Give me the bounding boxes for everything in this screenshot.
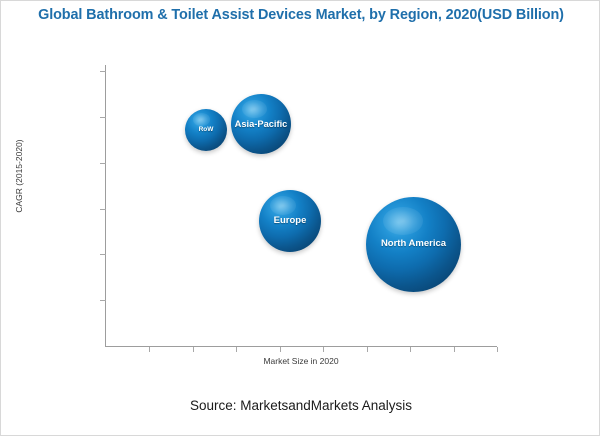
bubble-row[interactable]: RoW: [185, 109, 227, 151]
bubble-label: Europe: [273, 214, 307, 226]
y-axis-line: [105, 65, 106, 347]
y-axis-tick: [100, 163, 106, 164]
x-axis-label: Market Size in 2020: [263, 356, 339, 366]
x-axis-tick: [149, 347, 150, 352]
x-axis-line: [106, 346, 497, 347]
bubble-label: North America: [380, 238, 447, 250]
bubble-label: RoW: [198, 126, 214, 134]
bubble-europe[interactable]: Europe: [259, 190, 321, 252]
bubble-north-america[interactable]: North America: [366, 197, 461, 292]
source-note: Source: MarketsandMarkets Analysis: [189, 398, 413, 413]
y-axis-label: CAGR (2015-2020): [14, 139, 24, 213]
x-axis-tick: [193, 347, 194, 352]
y-axis-tick: [100, 254, 106, 255]
x-axis-tick: [497, 347, 498, 352]
page-title: Global Bathroom & Toilet Assist Devices …: [38, 7, 564, 23]
x-axis-tick: [367, 347, 368, 352]
bubble-label: Asia-Pacific: [234, 118, 288, 129]
x-axis-tick: [323, 347, 324, 352]
y-axis-tick: [100, 300, 106, 301]
y-axis-tick: [100, 117, 106, 118]
x-axis-tick: [280, 347, 281, 352]
x-axis-tick: [236, 347, 237, 352]
x-axis-tick: [410, 347, 411, 352]
y-axis-tick: [100, 71, 106, 72]
x-axis-tick: [454, 347, 455, 352]
bubble-asia-pacific[interactable]: Asia-Pacific: [231, 94, 291, 154]
y-axis-tick: [100, 209, 106, 210]
